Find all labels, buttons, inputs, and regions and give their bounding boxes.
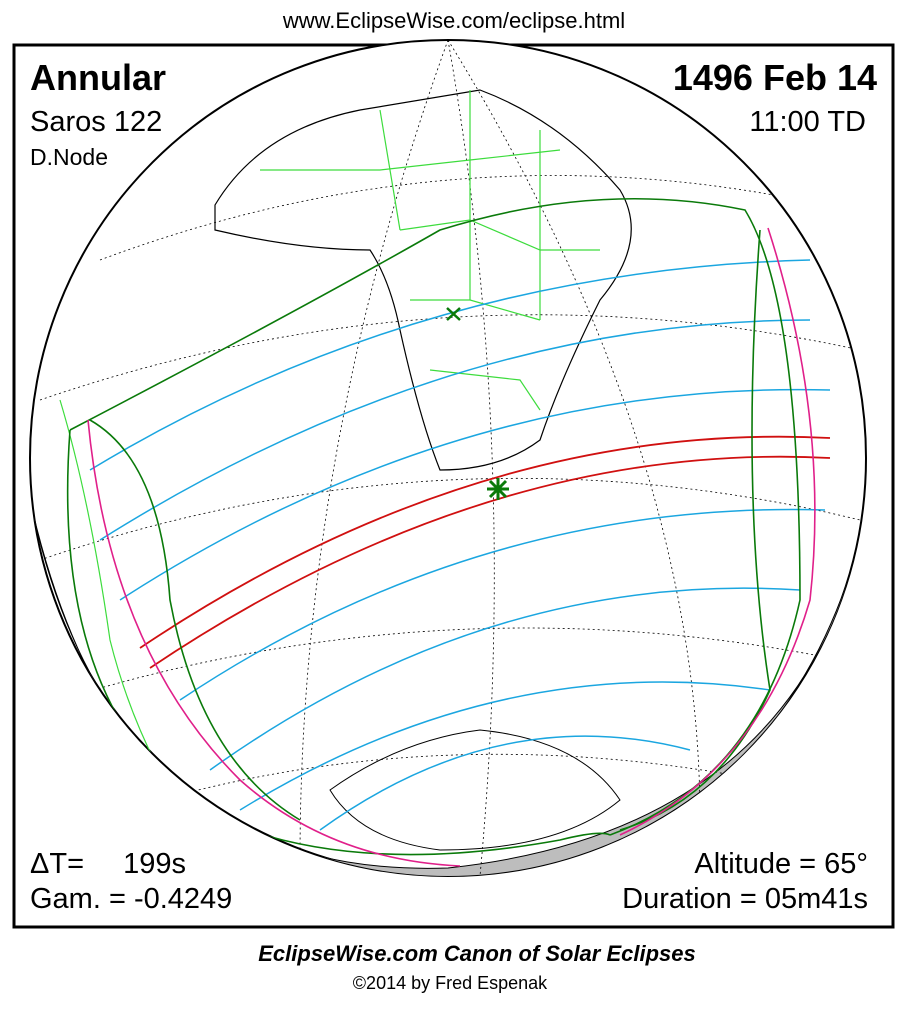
rise-set-curves: [87, 227, 816, 867]
footer-title: EclipseWise.com Canon of Solar Eclipses: [258, 941, 696, 966]
date: 1496 Feb 14: [673, 57, 877, 98]
saros: Saros 122: [30, 106, 162, 138]
graticule: [39, 40, 861, 876]
borders: [59, 90, 600, 791]
time: 11:00 TD: [749, 106, 866, 138]
altitude: Altitude = 65°: [694, 848, 868, 880]
africa-coast: [214, 89, 632, 471]
footer-credit: ©2014 by Fred Espenak: [353, 973, 548, 993]
node: D.Node: [30, 144, 108, 170]
duration: Duration = 05m41s: [622, 883, 868, 915]
greatest-duration: [446, 307, 461, 321]
eclipse-type: Annular: [30, 57, 166, 98]
gamma: Gam. = -0.4249: [30, 883, 232, 915]
magnitude-lines: [89, 259, 831, 831]
url: www.EclipseWise.com/eclipse.html: [282, 8, 625, 33]
central-path: [139, 435, 831, 669]
delta-t-value: 199s: [123, 848, 186, 880]
delta-t-label: ΔT=: [30, 848, 84, 880]
globe-content: [30, 40, 866, 876]
greatest-eclipse: [487, 478, 509, 500]
antarctica: [329, 729, 621, 851]
